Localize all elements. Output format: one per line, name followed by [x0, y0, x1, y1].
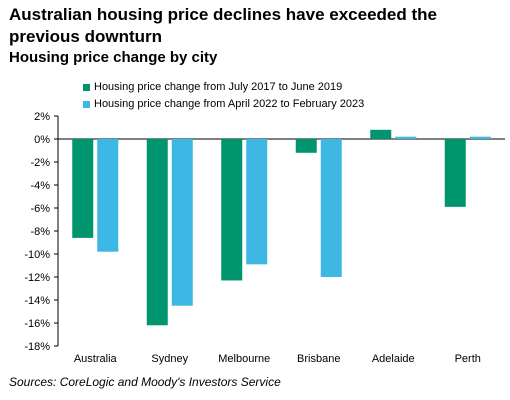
- legend: Housing price change from July 2017 to J…: [83, 79, 364, 113]
- legend-label-series-2: Housing price change from April 2022 to …: [94, 98, 365, 110]
- x-tick-label-adelaide: Adelaide: [372, 353, 415, 365]
- x-tick-label-australia: Australia: [74, 353, 118, 365]
- y-tick-label: -2%: [30, 157, 50, 169]
- y-tick-label: -18%: [24, 341, 50, 353]
- bar-adelaide-series-2: [395, 136, 417, 139]
- y-tick-label: -4%: [30, 180, 50, 192]
- x-tick-label-perth: Perth: [455, 353, 481, 365]
- chart-title: Australian housing price declines have e…: [9, 5, 437, 46]
- bar-brisbane-series-1: [295, 139, 317, 153]
- bar-perth-series-1: [444, 139, 466, 207]
- y-tick-label: -16%: [24, 318, 50, 330]
- bar-sydney-series-1: [146, 139, 168, 326]
- legend-item-series-1: Housing price change from July 2017 to J…: [83, 79, 364, 96]
- y-tick-label: -10%: [24, 249, 50, 261]
- y-tick-label: -12%: [24, 272, 50, 284]
- legend-label-series-1: Housing price change from July 2017 to J…: [94, 81, 343, 93]
- x-tick-label-sydney: Sydney: [151, 353, 188, 365]
- source-note: Sources: CoreLogic and Moody's Investors…: [9, 375, 281, 389]
- legend-item-series-2: Housing price change from April 2022 to …: [83, 96, 364, 113]
- chart-subtitle: Housing price change by city: [9, 49, 218, 66]
- bar-adelaide-series-1: [370, 129, 392, 139]
- bar-brisbane-series-2: [320, 139, 342, 277]
- y-tick-label: 0%: [34, 134, 50, 146]
- bar-perth-series-2: [469, 136, 491, 139]
- y-tick-label: -14%: [24, 295, 50, 307]
- bar-melbourne-series-1: [221, 139, 243, 281]
- y-tick-label: 2%: [34, 111, 50, 123]
- y-tick-label: -8%: [30, 226, 50, 238]
- legend-swatch-series-2: [83, 101, 90, 108]
- bar-australia-series-1: [72, 139, 94, 238]
- bar-sydney-series-2: [171, 139, 193, 306]
- bar-australia-series-2: [97, 139, 119, 252]
- bar-melbourne-series-2: [246, 139, 268, 265]
- legend-swatch-series-1: [83, 84, 90, 91]
- x-tick-label-brisbane: Brisbane: [297, 353, 340, 365]
- x-tick-label-melbourne: Melbourne: [218, 353, 270, 365]
- y-tick-label: -6%: [30, 203, 50, 215]
